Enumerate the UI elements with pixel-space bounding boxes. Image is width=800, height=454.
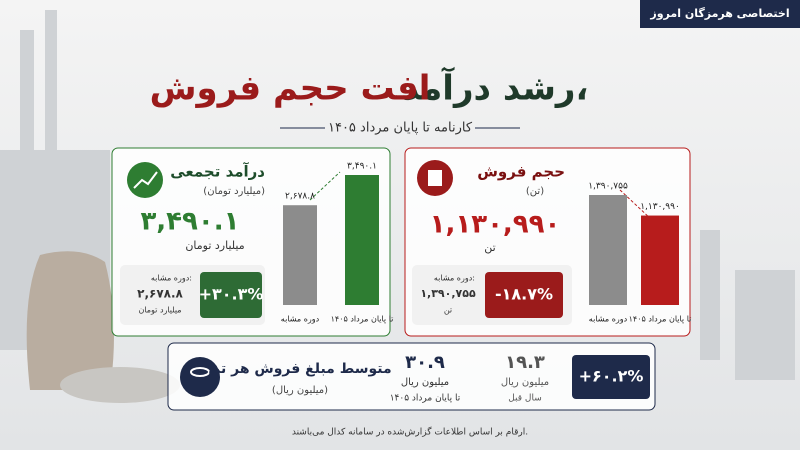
price-prev-unit: میلیون ریال [501, 377, 549, 388]
price-card [167, 342, 656, 411]
revenue-icon [127, 162, 163, 198]
price-current-period: تا پایان مرداد ۱۴۰۵ [390, 394, 461, 404]
sack [26, 251, 115, 390]
volume-prev-value: ۱,۳۹۰,۷۵۵ [420, 287, 476, 300]
volume-unit: (تن) [526, 186, 544, 197]
revenue-value-unit: میلیارد تومان [185, 239, 244, 252]
revenue-prev-label: دوره مشابه: [151, 274, 192, 283]
revenue-unit: (میلیارد تومان) [203, 186, 265, 197]
title-part1: رشد درآمد، [402, 67, 589, 109]
subtitle: کارنامه تا پایان مرداد ۱۴۰۵ [328, 121, 473, 136]
value-label: ۱,۳۹۰,۷۵۵ [588, 182, 628, 192]
price-current-unit: میلیون ریال [401, 377, 449, 388]
icon-glyph [133, 171, 158, 189]
icon-glyph [190, 367, 210, 377]
price-prev-period: سال قبل [508, 394, 542, 404]
volume-change-bg [485, 272, 563, 318]
volume-value: ۱,۱۳۰,۹۹۰ [430, 210, 561, 240]
value-label: ۲,۶۷۸.۸ [285, 192, 315, 202]
bar [589, 195, 627, 305]
price-prev: ۱۹.۳ [505, 352, 545, 373]
revenue-prev-unit: میلیارد تومان [138, 306, 181, 315]
revenue-prev-value: ۲,۶۷۸.۸ [137, 287, 183, 301]
value-label: ۱,۱۳۰,۹۹۰ [640, 202, 680, 212]
bar [345, 175, 379, 305]
category-label: تا پایان مرداد ۱۴۰۵ [331, 315, 394, 324]
factory-decoration [0, 10, 795, 380]
price-change-bg [572, 355, 650, 399]
icon-glyph [428, 170, 442, 186]
title-part2: افت حجم فروش [150, 69, 431, 109]
category-label: تا پایان مرداد ۱۴۰۵ [629, 315, 692, 324]
volume-prev-unit: تن [444, 306, 452, 315]
volume-prev-label: دوره مشابه: [434, 274, 475, 283]
value-label: ۳,۴۹۰.۱ [347, 162, 377, 172]
revenue-title: درآمد تجمعی [170, 163, 265, 181]
price-title: متوسط مبلغ فروش هر تن [208, 361, 391, 377]
bar [283, 205, 317, 305]
revenue-change-bg [200, 272, 262, 318]
price-unit: (میلیون ریال) [272, 385, 328, 396]
bar [641, 215, 679, 305]
footnote: ارقام بر اساس اطلاعات گزارش‌شده در سامان… [292, 426, 528, 438]
revenue-value: ۳,۴۹۰.۱ [140, 207, 239, 237]
cement-pile [60, 367, 180, 403]
volume-value-unit: تن [484, 241, 495, 254]
revenue-change: +۳۰.۳% [199, 285, 264, 304]
category-label: دوره مشابه [281, 315, 320, 324]
price-current: ۳۰.۹ [405, 352, 445, 373]
category-label: دوره مشابه [589, 315, 628, 324]
trend-arrow [309, 171, 341, 201]
volume-change: -۱۸.۷% [495, 285, 553, 304]
price-change: +۶۰.۲% [579, 367, 644, 386]
badge-bg [640, 0, 800, 28]
volume-title: حجم فروش [477, 163, 565, 181]
badge: اختصاصی هرمزگان امروز [649, 7, 789, 20]
